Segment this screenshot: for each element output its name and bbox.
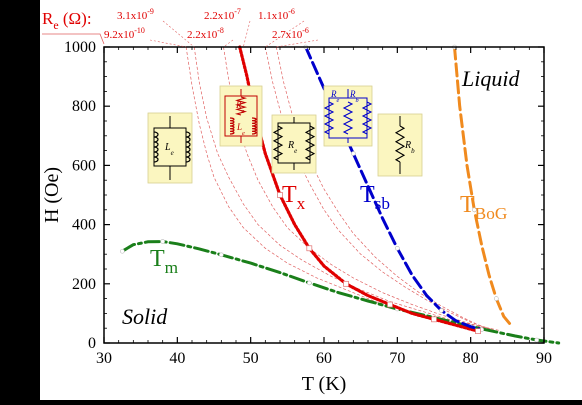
bottom-axis-area: [40, 343, 582, 400]
data-point: [307, 280, 312, 286]
legend-bracket: [42, 33, 105, 45]
inset-le-label: Le: [236, 122, 245, 137]
data-point: [395, 245, 400, 251]
data-point: [439, 308, 444, 313]
inset-rb-label: Rb: [349, 89, 359, 104]
inductor-symbol: [153, 131, 159, 163]
data-point: [475, 328, 481, 335]
data-point: [219, 252, 224, 258]
resistor-symbol: [234, 96, 248, 116]
data-point: [534, 337, 539, 343]
resistance-contour-line: [193, 46, 501, 331]
left-axis-area: [40, 47, 104, 400]
y-tick-label: 1000: [64, 39, 96, 56]
x-tick-label: 60: [316, 350, 332, 367]
data-point: [277, 192, 283, 198]
re-value-label: 2.2x10-7: [204, 7, 241, 22]
inset-le-label: Le: [164, 142, 174, 157]
circuit-wire: [224, 89, 258, 143]
data-point: [472, 207, 477, 213]
data-point: [306, 245, 313, 252]
re-value-label: 3.1x10-9: [117, 7, 154, 22]
data-point: [160, 239, 165, 244]
legend-title: Re (Ω):: [42, 9, 92, 32]
right-margin: [544, 47, 582, 343]
solid-label: Solid: [122, 304, 168, 329]
inset-re-label: Re: [235, 100, 245, 115]
data-point: [431, 316, 437, 323]
inductor-symbol: [229, 117, 235, 135]
inset-rb-label: Rb: [404, 140, 415, 155]
x-tick-label: 80: [463, 350, 479, 367]
inset-re-label: Re: [330, 89, 340, 104]
inset-re-label: Re: [287, 140, 297, 155]
re-value-label: 1.1x10-6: [258, 7, 295, 22]
re-value-label: 9.2x10-10: [104, 26, 145, 41]
data-point: [494, 296, 499, 301]
axes: 30 40 50 60 70 80 90 0 200 400 600 800 1000 T (K) H (O…: [41, 39, 552, 395]
resistor-symbol: [342, 101, 354, 135]
resistor-symbol: [323, 101, 335, 135]
data-point: [351, 151, 356, 156]
y-tick-label: 600: [72, 157, 96, 174]
x-tick-label: 90: [536, 350, 552, 367]
y-tick-label: 200: [72, 276, 96, 293]
circuit-wire: [328, 89, 368, 143]
re-leader-line: [276, 39, 319, 48]
series-label-m: Tm: [150, 246, 179, 277]
liquid-label: Liquid: [461, 66, 520, 91]
x-tick-label: 70: [389, 350, 405, 367]
resistor-symbol: [304, 125, 316, 161]
series-label-sb: Tsb: [360, 182, 390, 213]
inductor-symbol: [185, 131, 191, 163]
resistor-symbol: [394, 125, 406, 163]
x-axis-label: T (K): [302, 373, 347, 395]
re-leader-line: [223, 39, 234, 48]
re-leader-line: [162, 20, 195, 48]
labels: Re (Ω): 9.2x10-10 3.1x10-9 2.2x10-8 2.2x10-7…: [42, 7, 520, 329]
re-value-label: 2.2x10-8: [187, 26, 224, 41]
x-tick-label: 30: [96, 350, 112, 367]
x-tick-label: 40: [169, 350, 185, 367]
re-leader-line: [243, 20, 251, 48]
data-point: [120, 248, 125, 254]
resistance-contour-line: [223, 46, 493, 331]
data-point: [343, 280, 349, 287]
x-tick-label: 50: [243, 350, 259, 367]
legend-strip: [40, 0, 582, 47]
resistance-contour-line: [264, 46, 493, 331]
circuit-wire: [153, 116, 187, 180]
y-tick-label: 800: [72, 98, 96, 115]
inductor-symbol: [251, 117, 257, 135]
circuit-wire: [277, 117, 311, 170]
series-label-x: Tx: [282, 182, 306, 213]
y-tick-label: 0: [88, 335, 96, 352]
data-point: [387, 301, 393, 308]
series-label-bog: TBoG: [460, 192, 507, 223]
y-axis-label: H (Oe): [41, 167, 63, 223]
y-tick-label: 400: [72, 217, 96, 234]
re-value-label: 2.7x10-6: [272, 26, 309, 41]
resistor-symbol: [272, 125, 284, 161]
resistor-symbol: [361, 101, 373, 135]
series-line-tm: [120, 239, 561, 345]
circuit-insets: Le Re Le Re Re Rb Rb: [147, 85, 423, 184]
series-line-tbog: [453, 45, 513, 327]
